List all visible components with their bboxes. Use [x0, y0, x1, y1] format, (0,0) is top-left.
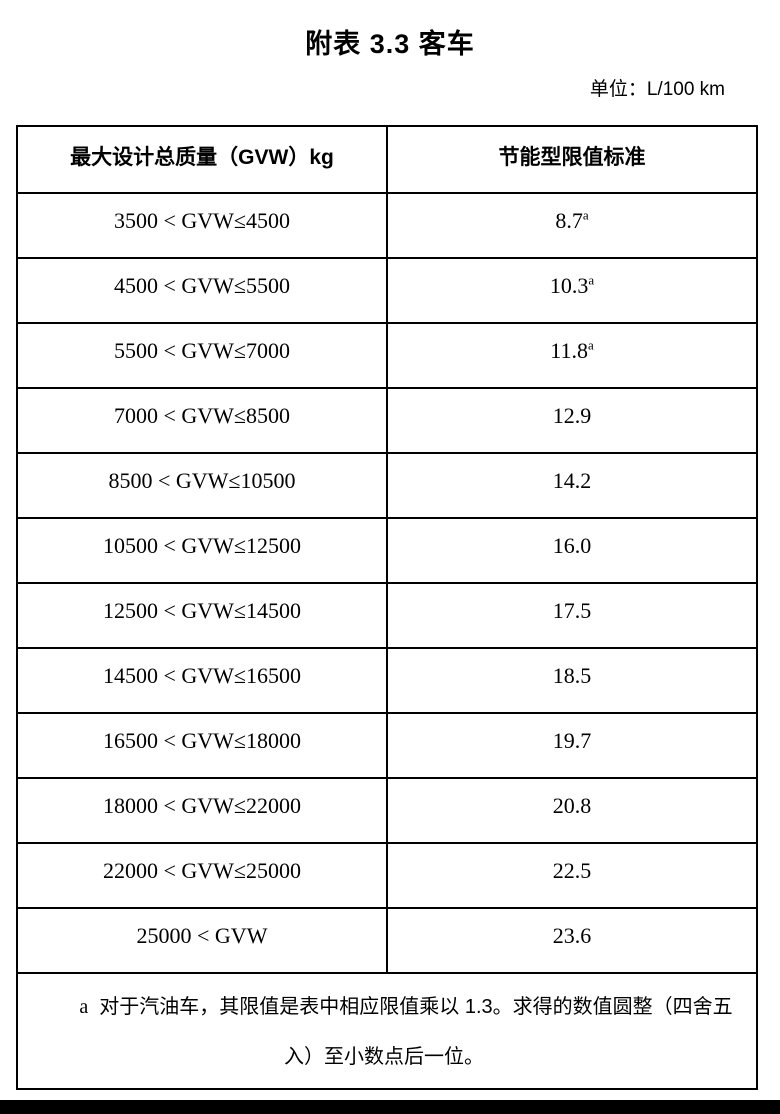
limit-value-cell: 20.8 — [386, 777, 758, 844]
gvw-range-cell: 3500 < GVW≤4500 — [16, 192, 388, 259]
gvw-range-cell: 7000 < GVW≤8500 — [16, 387, 388, 454]
col-header-limit: 节能型限值标准 — [386, 125, 758, 194]
gvw-range-cell: 8500 < GVW≤10500 — [16, 452, 388, 519]
page-bottom-bar — [0, 1100, 780, 1114]
footnote-row: a 对于汽油车，其限值是表中相应限值乘以 1.3。求得的数值圆整（四舍五入）至小数… — [16, 972, 758, 1090]
table-row: 22000 < GVW≤25000 22.5 — [16, 842, 758, 909]
limit-value-cell: 22.5 — [386, 842, 758, 909]
table-row: 14500 < GVW≤16500 18.5 — [16, 647, 758, 714]
gvw-range-cell: 5500 < GVW≤7000 — [16, 322, 388, 389]
table-row: 12500 < GVW≤14500 17.5 — [16, 582, 758, 649]
table-row: 3500 < GVW≤4500 8.7a — [16, 192, 758, 259]
limit-value-cell: 8.7a — [386, 192, 758, 259]
limit-value-cell: 18.5 — [386, 647, 758, 714]
col-header-gvw: 最大设计总质量（GVW）kg — [16, 125, 388, 194]
limit-value-cell: 14.2 — [386, 452, 758, 519]
gvw-range-cell: 10500 < GVW≤12500 — [16, 517, 388, 584]
fuel-limit-table: 最大设计总质量（GVW）kg 节能型限值标准 3500 < GVW≤4500 8.… — [16, 125, 758, 1090]
table-body: 3500 < GVW≤4500 8.7a 4500 < GVW≤5500 10.3a 5… — [16, 192, 758, 974]
limit-value-cell: 23.6 — [386, 907, 758, 974]
limit-footnote-sup: a — [582, 207, 589, 223]
table-header: 最大设计总质量（GVW）kg 节能型限值标准 — [16, 125, 758, 194]
table-row: 25000 < GVW 23.6 — [16, 907, 758, 974]
gvw-range-cell: 22000 < GVW≤25000 — [16, 842, 388, 909]
table-row: 10500 < GVW≤12500 16.0 — [16, 517, 758, 584]
gvw-range-cell: 4500 < GVW≤5500 — [16, 257, 388, 324]
table-row: 7000 < GVW≤8500 12.9 — [16, 387, 758, 454]
limit-value-cell: 19.7 — [386, 712, 758, 779]
table-row: 18000 < GVW≤22000 20.8 — [16, 777, 758, 844]
header-row: 最大设计总质量（GVW）kg 节能型限值标准 — [16, 125, 758, 194]
unit-label: 单位：L/100 km — [589, 79, 725, 100]
limit-footnote-sup: a — [587, 337, 594, 353]
limit-value-cell: 10.3a — [386, 257, 758, 324]
table-row: 16500 < GVW≤18000 19.7 — [16, 712, 758, 779]
table-row: 5500 < GVW≤7000 11.8a — [16, 322, 758, 389]
limit-footnote-sup: a — [588, 272, 595, 288]
limit-value-cell: 17.5 — [386, 582, 758, 649]
footnote-marker: a — [79, 996, 89, 1018]
gvw-range-cell: 14500 < GVW≤16500 — [16, 647, 388, 714]
footnote-text: 对于汽油车，其限值是表中相应限值乘以 1.3。求得的数值圆整（四舍五入）至小数点… — [99, 996, 733, 1068]
table-footer: a 对于汽油车，其限值是表中相应限值乘以 1.3。求得的数值圆整（四舍五入）至小数… — [16, 972, 758, 1090]
gvw-range-cell: 25000 < GVW — [16, 907, 388, 974]
limit-value-cell: 11.8a — [386, 322, 758, 389]
footnote-cell: a 对于汽油车，其限值是表中相应限值乘以 1.3。求得的数值圆整（四舍五入）至小数… — [16, 972, 758, 1090]
gvw-range-cell: 18000 < GVW≤22000 — [16, 777, 388, 844]
gvw-range-cell: 16500 < GVW≤18000 — [16, 712, 388, 779]
limit-value-cell: 16.0 — [386, 517, 758, 584]
limit-value-cell: 12.9 — [386, 387, 758, 454]
table-row: 8500 < GVW≤10500 14.2 — [16, 452, 758, 519]
table-row: 4500 < GVW≤5500 10.3a — [16, 257, 758, 324]
gvw-range-cell: 12500 < GVW≤14500 — [16, 582, 388, 649]
page-title: 附表 3.3 客车 — [305, 29, 475, 59]
